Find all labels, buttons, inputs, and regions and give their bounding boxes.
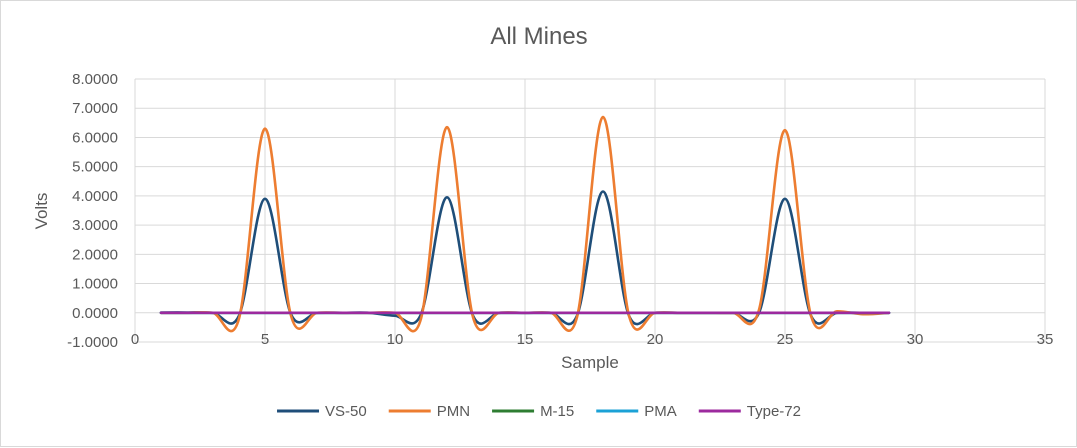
x-tick-label: 20	[647, 331, 664, 348]
y-tick-label: 3.0000	[72, 217, 118, 234]
x-tick-label: 10	[387, 331, 404, 348]
y-tick-label: 0.0000	[72, 305, 118, 322]
series-lines	[159, 115, 891, 333]
x-tick-label: 0	[131, 331, 139, 348]
x-tick-label: 35	[1037, 331, 1054, 348]
x-tick-label: 15	[517, 331, 534, 348]
y-axis-title: Volts	[32, 193, 51, 230]
y-tick-label: 1.0000	[72, 276, 118, 293]
x-tick-label: 5	[261, 331, 269, 348]
legend-label-m-15: M-15	[540, 403, 574, 420]
y-axis-ticks: -1.0000 0.0000 1.0000 2.0000 3.0000 4.0000 5.0…	[67, 71, 118, 351]
y-tick-label: 6.0000	[72, 129, 118, 146]
y-tick-label: 4.0000	[72, 188, 118, 205]
y-tick-label: 8.0000	[72, 71, 118, 88]
legend-label-pma: PMA	[644, 403, 677, 420]
y-tick-label: 5.0000	[72, 159, 118, 176]
chart-title: All Mines	[490, 23, 587, 50]
legend-label-vs-50: VS-50	[325, 403, 367, 420]
legend-label-pmn: PMN	[437, 403, 470, 420]
legend: VS-50 PMN M-15 PMA Type-72	[277, 403, 801, 420]
legend-label-type-72: Type-72	[747, 403, 801, 420]
x-axis-title: Sample	[561, 353, 619, 372]
x-tick-label: 30	[907, 331, 924, 348]
y-tick-label: 2.0000	[72, 246, 118, 263]
x-tick-label: 25	[777, 331, 794, 348]
y-tick-label: -1.0000	[67, 334, 118, 351]
x-axis-ticks: 0 5 10 15 20 25 30 35	[131, 331, 1054, 348]
y-tick-label: 7.0000	[72, 100, 118, 117]
